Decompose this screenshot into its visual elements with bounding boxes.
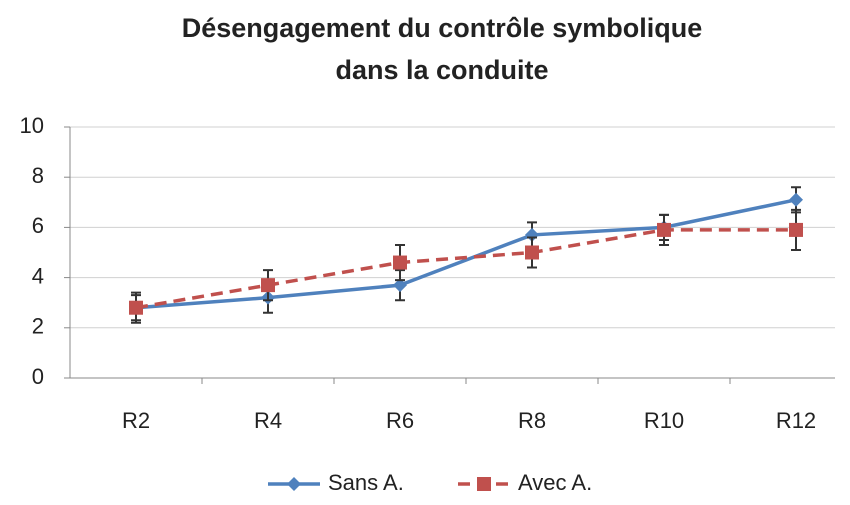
y-tick-label: 0 (32, 364, 44, 389)
x-tick-label: R6 (386, 408, 414, 433)
data-point (393, 278, 407, 293)
legend-marker (287, 477, 301, 491)
legend-label: Sans A. (328, 470, 404, 495)
chart-title: Désengagement du contrôle symbolique (182, 13, 703, 43)
y-tick-label: 10 (20, 113, 44, 138)
y-tick-label: 6 (32, 213, 44, 238)
y-tick-label: 4 (32, 263, 44, 288)
legend-label: Avec A. (518, 470, 592, 495)
data-point (657, 222, 671, 237)
series-line (135, 228, 796, 310)
x-tick-label: R10 (644, 408, 684, 433)
chart-title: dans la conduite (335, 55, 548, 85)
x-tick-label: R2 (122, 408, 150, 433)
x-tick-label: R8 (518, 408, 546, 433)
data-point (789, 192, 803, 207)
data-point (525, 245, 539, 260)
x-tick-label: R4 (254, 408, 282, 433)
x-tick-label: R12 (776, 408, 816, 433)
y-tick-label: 2 (32, 314, 44, 339)
series-line (135, 198, 797, 310)
data-point (129, 300, 143, 315)
data-point (261, 278, 275, 293)
y-tick-label: 8 (32, 163, 44, 188)
legend-marker (477, 477, 491, 491)
data-point (393, 255, 407, 270)
data-point (789, 222, 803, 237)
